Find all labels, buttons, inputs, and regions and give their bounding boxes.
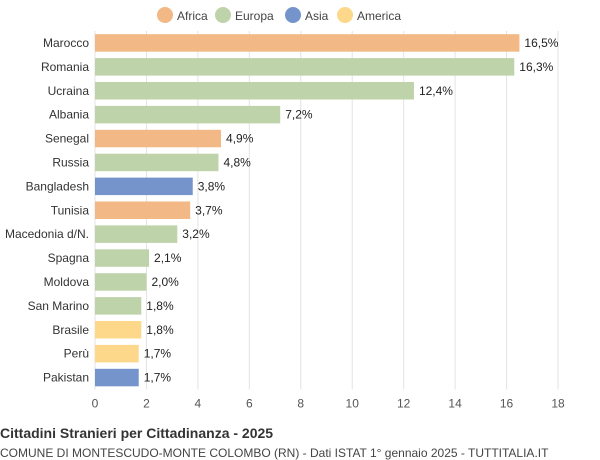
value-label: 4,8%	[223, 155, 251, 169]
x-tick-label: 14	[448, 397, 462, 411]
category-label: Bangladesh	[26, 179, 89, 193]
bar	[95, 249, 150, 267]
bar	[95, 153, 219, 172]
bar	[95, 368, 139, 387]
legend-label: America	[357, 9, 401, 23]
chart-subtitle: COMUNE DI MONTESCUDO-MONTE COLOMBO (RN) …	[0, 446, 549, 460]
value-label: 12,4%	[419, 84, 453, 98]
bar	[95, 225, 178, 243]
category-label: Ucraina	[48, 84, 90, 98]
legend-swatch	[215, 7, 231, 23]
value-label: 1,7%	[144, 347, 172, 361]
x-tick-label: 10	[346, 397, 360, 411]
bar	[95, 201, 191, 219]
x-tick-label: 18	[551, 397, 565, 411]
category-label: Marocco	[43, 36, 89, 50]
category-label: Senegal	[45, 132, 89, 146]
legend-swatch	[157, 7, 173, 23]
category-label: Romania	[41, 60, 89, 74]
bar	[95, 344, 139, 363]
bar	[95, 177, 193, 196]
x-tick-label: 16	[500, 397, 514, 411]
category-label: Tunisia	[51, 203, 90, 217]
legend-label: Africa	[177, 9, 208, 23]
bar-chart: 0 2 4 6 8 10 12 14 16 18 Marocco 16,5% Romania 16,3% U…	[5, 7, 565, 411]
value-label: 1,8%	[146, 299, 174, 313]
value-label: 2,0%	[151, 275, 179, 289]
category-label: Spagna	[48, 251, 90, 265]
category-label: Albania	[49, 108, 89, 122]
x-tick-label: 2	[143, 397, 150, 411]
legend-swatch	[337, 7, 353, 23]
legend-label: Europa	[235, 9, 274, 23]
category-label: San Marino	[28, 299, 90, 313]
bars	[95, 34, 520, 387]
bar	[95, 82, 414, 100]
bar	[95, 34, 520, 52]
category-label: Pakistan	[43, 371, 89, 385]
category-label: Brasile	[52, 323, 89, 337]
value-label: 3,8%	[198, 179, 226, 193]
category-label: Macedonia d/N.	[5, 227, 89, 241]
value-label: 2,1%	[154, 251, 182, 265]
x-tick-label: 8	[297, 397, 304, 411]
legend: Africa Europa Asia America	[157, 7, 401, 23]
category-label: Moldova	[44, 275, 90, 289]
value-label: 1,8%	[146, 323, 174, 337]
bar	[95, 129, 222, 148]
labels: 0 2 4 6 8 10 12 14 16 18 Marocco 16,5% Romania 16,3% U…	[5, 36, 565, 411]
x-tick-label: 6	[246, 397, 253, 411]
category-label: Russia	[52, 155, 89, 169]
value-label: 1,7%	[144, 371, 172, 385]
category-label: Perù	[64, 347, 89, 361]
value-label: 4,9%	[226, 132, 254, 146]
bar	[95, 297, 142, 315]
x-tick-label: 4	[195, 397, 202, 411]
x-tick-label: 0	[92, 397, 99, 411]
chart-title: Cittadini Stranieri per Cittadinanza - 2…	[0, 425, 274, 441]
bar	[95, 273, 147, 291]
value-label: 16,5%	[524, 36, 558, 50]
value-label: 3,2%	[182, 227, 210, 241]
value-label: 7,2%	[285, 108, 313, 122]
x-tick-label: 12	[397, 397, 411, 411]
bar	[95, 105, 281, 124]
bar	[95, 321, 142, 339]
legend-label: Asia	[305, 9, 329, 23]
value-label: 3,7%	[195, 203, 223, 217]
bar	[95, 58, 515, 76]
value-label: 16,3%	[519, 60, 553, 74]
legend-swatch	[285, 7, 301, 23]
